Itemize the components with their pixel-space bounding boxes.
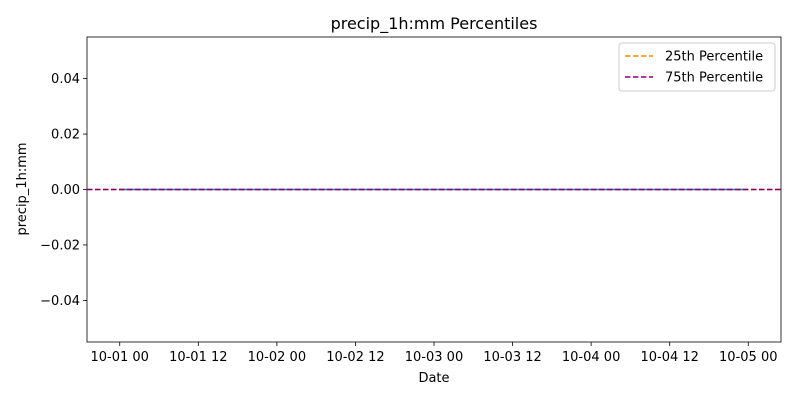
y-tick-label: −0.02 — [40, 238, 80, 253]
x-tick-label: 10-04 00 — [562, 350, 620, 365]
x-tick-label: 10-03 12 — [483, 350, 541, 365]
x-tick-label: 10-04 12 — [640, 350, 698, 365]
y-tick-label: 0.04 — [51, 72, 80, 87]
y-tick-label: −0.04 — [40, 294, 80, 309]
y-axis-title: precip_1h:mm — [15, 142, 30, 235]
x-tick-label: 10-02 12 — [326, 350, 384, 365]
y-tick-label: 0.02 — [51, 128, 80, 143]
legend: 25th Percentile 75th Percentile — [618, 42, 776, 92]
x-tick-label: 10-05 00 — [719, 350, 777, 365]
x-tick-label: 10-01 00 — [91, 350, 149, 365]
x-axis: 10-01 00 10-01 12 10-02 00 10-02 12 10-03 00… — [91, 342, 777, 365]
y-tick-label: 0.00 — [51, 183, 80, 198]
legend-label: 75th Percentile — [665, 71, 763, 86]
y-axis: −0.04 −0.02 0.00 0.02 0.04 — [40, 72, 87, 309]
legend-label: 25th Percentile — [665, 50, 763, 65]
x-tick-label: 10-01 12 — [169, 350, 227, 365]
legend-box — [618, 42, 776, 92]
x-axis-title: Date — [418, 371, 449, 386]
x-tick-label: 10-03 00 — [405, 350, 463, 365]
chart-title: precip_1h:mm Percentiles — [331, 14, 538, 34]
x-tick-label: 10-02 00 — [248, 350, 306, 365]
